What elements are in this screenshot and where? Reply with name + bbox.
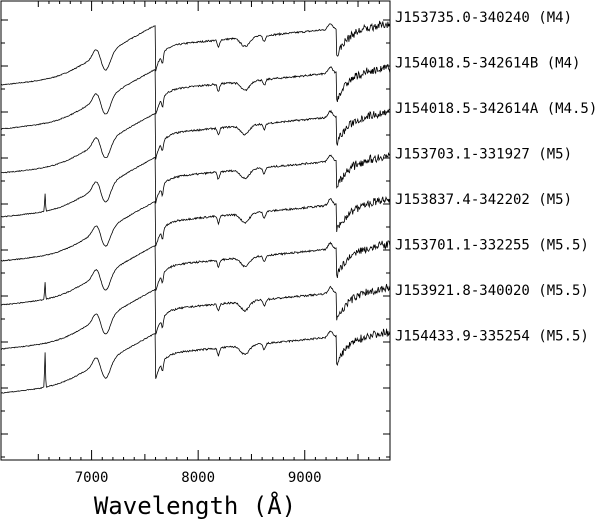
series-label: J153921.8-340020 (M5.5)	[395, 283, 589, 299]
series-label: J153701.1-332255 (M5.5)	[395, 238, 589, 254]
spectrum-line	[0, 20, 391, 86]
x-tick-labels: 7000 8000 9000	[75, 470, 322, 486]
spectrum-line	[0, 328, 391, 394]
x-tick-label: 8000	[181, 470, 215, 486]
spectra-series	[0, 20, 391, 394]
spectrum-line	[0, 64, 391, 130]
spectrum-line	[0, 240, 391, 306]
plot-frame	[0, 0, 391, 461]
x-tick-label: 7000	[75, 470, 109, 486]
spectrum-line	[0, 196, 391, 262]
series-label: J153703.1-331927 (M5)	[395, 147, 572, 163]
spectrum-line	[0, 283, 391, 350]
series-label: J153735.0-340240 (M4)	[395, 10, 572, 26]
axis-ticks	[1, 1, 391, 460]
series-label: J154433.9-335254 (M5.5)	[395, 329, 589, 345]
series-label: J154018.5-342614B (M4)	[395, 56, 580, 72]
x-tick-label: 9000	[288, 470, 322, 486]
spectrum-line	[0, 151, 391, 218]
spectrum-line	[0, 108, 391, 174]
x-axis-label: Wavelength (Å)	[94, 491, 296, 520]
series-label: J153837.4-342202 (M5)	[395, 192, 572, 208]
series-labels: J153735.0-340240 (M4) J154018.5-342614B (…	[395, 10, 597, 345]
series-label: J154018.5-342614A (M4.5)	[395, 101, 597, 117]
